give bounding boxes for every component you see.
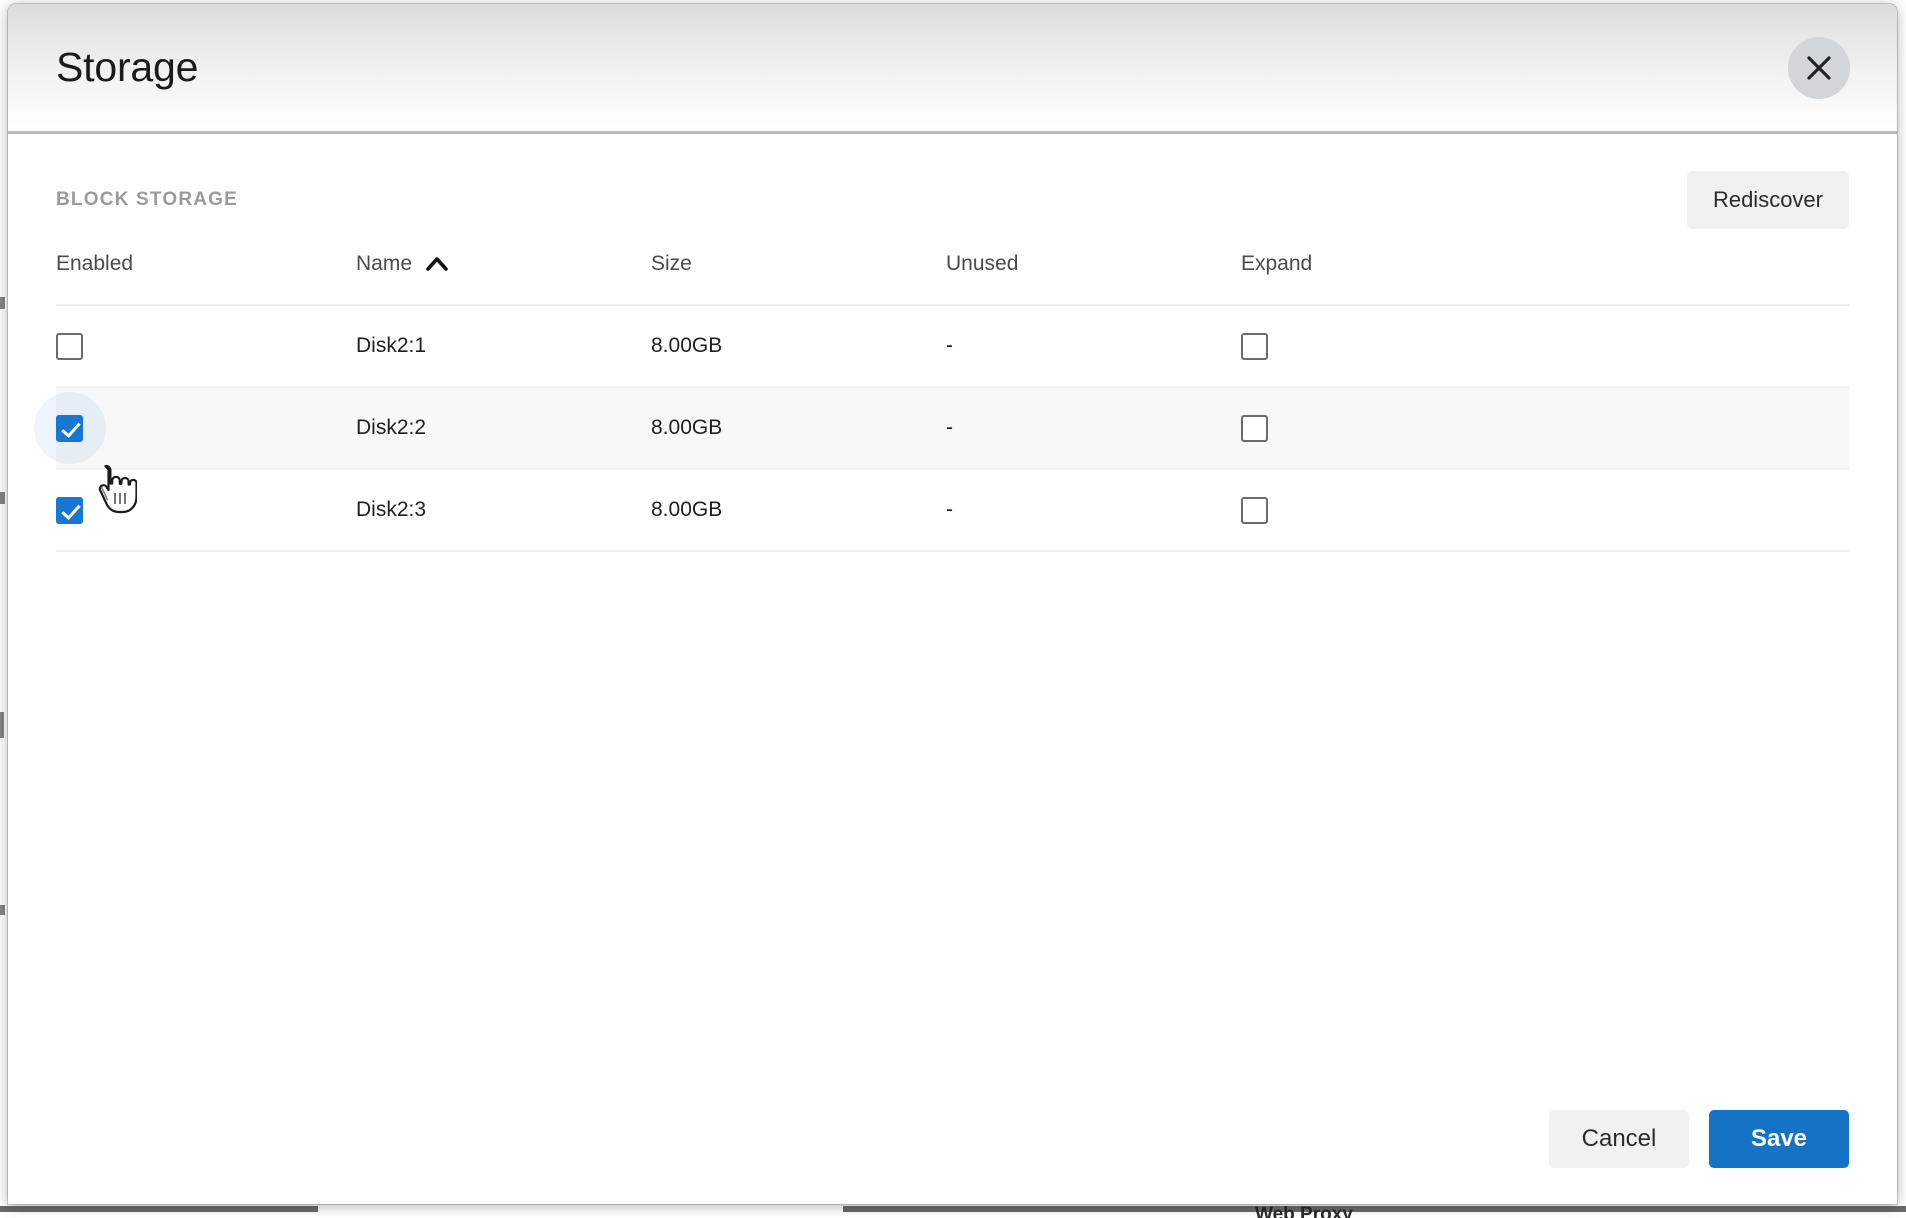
cell-enabled — [56, 305, 356, 388]
cell-expand — [1241, 305, 1849, 388]
section-title-block-storage: BLOCK STORAGE — [56, 189, 239, 210]
table-body: Disk2:1 8.00GB - — [33, 305, 1849, 552]
enabled-checkbox[interactable] — [56, 414, 83, 442]
cell-enabled — [56, 469, 356, 552]
cell-expand — [1241, 469, 1849, 552]
enabled-checkbox-wrap — [33, 392, 106, 464]
background-artifact-1 — [0, 297, 5, 309]
block-storage-table: Enabled Name — [33, 252, 1849, 552]
column-header-name-sort[interactable]: Name — [356, 252, 448, 276]
cell-unused: - — [946, 387, 1241, 470]
column-header-size[interactable]: Size — [651, 252, 946, 306]
page-title: Storage — [56, 44, 199, 90]
section-header-row: BLOCK STORAGE Rediscover — [56, 134, 1849, 252]
enabled-checkbox[interactable] — [56, 332, 83, 360]
column-header-name[interactable]: Name — [356, 252, 651, 306]
table-head: Enabled Name — [56, 252, 1849, 306]
cell-name: Disk2:2 — [356, 387, 651, 470]
background-artifact-3 — [0, 712, 4, 738]
column-header-expand[interactable]: Expand — [1241, 252, 1849, 306]
table-row[interactable]: Disk2:3 8.00GB - — [56, 469, 1849, 552]
close-icon — [1802, 51, 1836, 85]
expand-checkbox[interactable] — [1241, 496, 1268, 524]
save-button[interactable]: Save — [1709, 1110, 1849, 1168]
background-strip-left — [0, 1206, 318, 1212]
column-header-enabled-label: Enabled — [56, 252, 134, 275]
expand-checkbox[interactable] — [1241, 332, 1268, 360]
cell-name: Disk2:3 — [356, 469, 651, 552]
cell-size: 8.00GB — [651, 469, 946, 552]
storage-modal: Storage BLOCK STORAGE Rediscover — [8, 4, 1897, 1204]
expand-checkbox[interactable] — [1241, 414, 1268, 442]
cancel-button[interactable]: Cancel — [1549, 1110, 1689, 1168]
column-header-size-label: Size — [651, 252, 692, 275]
table-row[interactable]: Disk2:1 8.00GB - — [56, 305, 1849, 388]
background-strip-right — [843, 1206, 1906, 1212]
column-header-name-label: Name — [356, 252, 413, 275]
column-header-unused-label: Unused — [946, 252, 1019, 275]
cell-unused: - — [946, 305, 1241, 388]
enabled-checkbox[interactable] — [56, 496, 83, 524]
cell-size: 8.00GB — [651, 387, 946, 470]
background-artifact-2 — [0, 492, 5, 504]
background-artifact-4 — [0, 905, 5, 915]
chevron-up-icon — [426, 256, 448, 272]
cell-name: Disk2:1 — [356, 305, 651, 388]
column-header-unused[interactable]: Unused — [946, 252, 1241, 306]
background-web-proxy-label: Web Proxy — [1255, 1204, 1353, 1218]
close-button[interactable] — [1788, 36, 1850, 99]
table-row[interactable]: Disk2:2 8.00GB - — [33, 386, 1849, 470]
column-header-enabled[interactable]: Enabled — [56, 252, 356, 306]
modal-footer: Cancel Save — [1549, 1110, 1849, 1168]
column-header-expand-label: Expand — [1241, 252, 1313, 275]
modal-header: Storage — [8, 4, 1897, 134]
cell-unused: - — [946, 469, 1241, 552]
enabled-checkbox-wrap — [56, 496, 83, 524]
rediscover-button[interactable]: Rediscover — [1686, 171, 1849, 229]
cell-size: 8.00GB — [651, 305, 946, 388]
enabled-checkbox-wrap — [56, 332, 83, 360]
modal-body: BLOCK STORAGE Rediscover Enabled Name — [8, 134, 1897, 1204]
cell-expand — [1241, 387, 1849, 470]
table-header-row: Enabled Name — [56, 252, 1849, 306]
cell-enabled — [33, 386, 356, 470]
